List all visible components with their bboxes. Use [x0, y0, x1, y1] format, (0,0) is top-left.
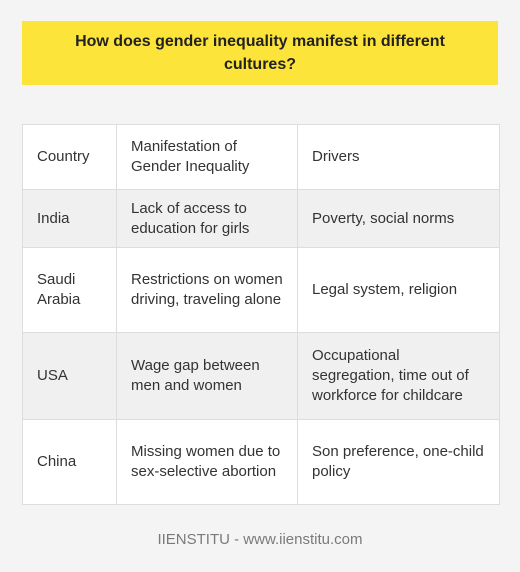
comparison-table: Country Manifestation of Gender Inequali… — [22, 124, 500, 505]
table-row: India Lack of access to education for gi… — [22, 189, 500, 248]
header-manifestation: Manifestation of Gender Inequality — [116, 124, 298, 190]
cell-drivers: Occupational segregation, time out of wo… — [297, 332, 500, 420]
cell-country: USA — [22, 332, 117, 420]
header-drivers: Drivers — [297, 124, 500, 190]
title-banner: How does gender inequality manifest in d… — [22, 21, 498, 85]
page-title: How does gender inequality manifest in d… — [75, 33, 445, 73]
table-row: USA Wage gap between men and women Occup… — [22, 332, 500, 420]
table-header-row: Country Manifestation of Gender Inequali… — [22, 124, 500, 190]
header-country: Country — [22, 124, 117, 190]
cell-country: China — [22, 419, 117, 505]
cell-country: Saudi Arabia — [22, 247, 117, 333]
cell-country: India — [22, 189, 117, 248]
cell-manifestation: Restrictions on women driving, traveling… — [116, 247, 298, 333]
footer-credit: IIENSTITU - www.iienstitu.com — [157, 531, 363, 548]
cell-manifestation: Missing women due to sex-selective abort… — [116, 419, 298, 505]
table-row: China Missing women due to sex-selective… — [22, 419, 500, 505]
cell-manifestation: Wage gap between men and women — [116, 332, 298, 420]
cell-drivers: Legal system, religion — [297, 247, 500, 333]
cell-manifestation: Lack of access to education for girls — [116, 189, 298, 248]
cell-drivers: Son preference, one-child policy — [297, 419, 500, 505]
cell-drivers: Poverty, social norms — [297, 189, 500, 248]
table-row: Saudi Arabia Restrictions on women drivi… — [22, 247, 500, 333]
